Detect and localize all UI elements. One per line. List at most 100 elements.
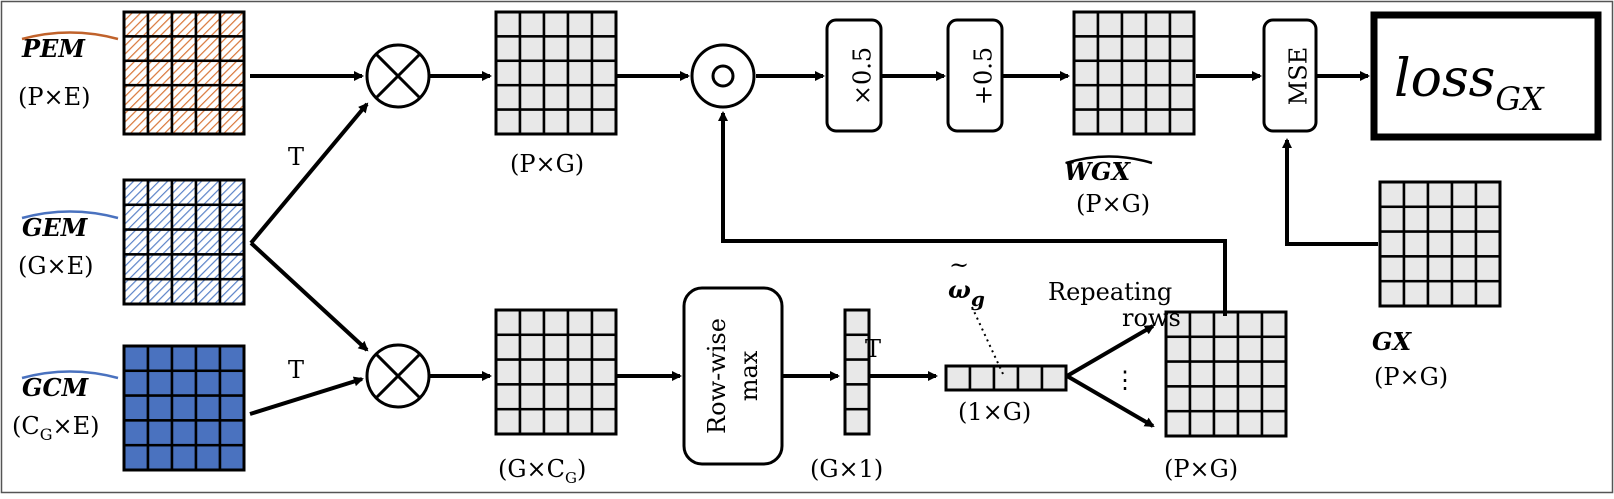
matrix-cell — [194, 344, 222, 373]
matrix-cell — [1260, 385, 1288, 413]
matrix-cell — [1450, 255, 1478, 283]
matrix-cell — [590, 59, 618, 87]
matrix-cell — [218, 83, 246, 111]
matrix-cell — [1212, 385, 1240, 413]
matrix-cell — [590, 383, 618, 411]
matrix-cell — [843, 407, 871, 436]
matrix-cell — [1144, 35, 1172, 63]
matrix-cell — [566, 10, 594, 38]
matrix-cell — [194, 108, 222, 136]
pem-matrix — [122, 10, 246, 136]
pem-name: PEM — [21, 34, 86, 63]
matrix-cell — [494, 10, 522, 38]
gcg-dims-close: ) — [577, 455, 586, 483]
rows-label: rows — [1122, 304, 1181, 332]
matrix-cell — [218, 253, 246, 281]
matrix-cell — [1072, 108, 1100, 136]
matrix-cell — [122, 228, 150, 256]
matrix-cell — [1450, 230, 1478, 258]
matmul-top — [365, 43, 431, 109]
matrix-cell — [170, 369, 198, 397]
scale-box — [825, 18, 883, 133]
matrix-cell — [122, 394, 150, 422]
pem-label: PEM — [21, 34, 86, 63]
matrix-cell — [1378, 205, 1406, 233]
matrix-cell — [494, 83, 522, 111]
matrix-cell — [1188, 310, 1216, 339]
repeating-label: Repeating — [1048, 278, 1172, 306]
hadamard-op — [690, 43, 756, 109]
pg-top-dims: (P×G) — [510, 150, 584, 178]
pg-repeat-dims: (P×G) — [1164, 455, 1238, 483]
one-g-dims: (1×G) — [958, 398, 1031, 426]
scale-label: ×0.5 — [849, 47, 877, 105]
matrix-cell — [1426, 180, 1454, 209]
matrix-cell — [122, 253, 150, 281]
g1-vector — [843, 308, 871, 436]
gem-label: GEM — [22, 213, 89, 242]
matrix-cell — [122, 443, 150, 472]
wgx-dims: (P×G) — [1076, 190, 1150, 218]
transpose-label-row: T — [865, 335, 881, 363]
matrix-cell — [992, 364, 1020, 392]
loss-label: lossGX — [1394, 49, 1545, 118]
omega-pointer — [971, 306, 1004, 375]
matrix-cell — [1426, 205, 1454, 233]
gcm-hat — [21, 370, 119, 380]
loss-base: loss — [1394, 49, 1495, 109]
matrix-cell — [1212, 409, 1240, 438]
matrix-cell — [218, 10, 246, 38]
matrix-cell — [542, 83, 570, 111]
matrix-cell — [494, 59, 522, 87]
matrix-cell — [194, 35, 222, 63]
matrix-cell — [122, 203, 150, 231]
gcm-dims-open: (C — [12, 412, 40, 440]
matrix-cell — [146, 108, 174, 136]
matrix-cell — [518, 10, 546, 38]
matrix-cell — [218, 228, 246, 256]
mse-box — [1262, 18, 1318, 133]
matrix-cell — [1474, 255, 1502, 283]
matrix-cell — [1096, 10, 1124, 38]
matrix-cell — [1402, 180, 1430, 209]
matrix-cell — [1236, 360, 1264, 388]
gcm-dims: (CG×E) — [12, 412, 100, 444]
matrix-cell — [590, 83, 618, 111]
matrix-cell — [1144, 108, 1172, 136]
matrix-cell — [1426, 255, 1454, 283]
matrix-cell — [518, 35, 546, 63]
shift-label: +0.5 — [970, 47, 998, 105]
matrix-cell — [518, 308, 546, 337]
matrix-cell — [146, 443, 174, 472]
matrix-outline — [843, 308, 871, 436]
matrix-cell — [146, 228, 174, 256]
gcg-dims: (G×CG) — [498, 455, 586, 487]
matrix-cell — [1120, 59, 1148, 87]
matrix-outline — [1378, 180, 1502, 308]
matrix-cell — [1072, 10, 1100, 38]
pem-dims: (P×E) — [18, 83, 91, 111]
matrix-cell — [566, 333, 594, 361]
matrix-cell — [218, 394, 246, 422]
matrix-cell — [218, 419, 246, 447]
matrix-outline — [122, 10, 246, 136]
matrix-cell — [146, 394, 174, 422]
arrow-gem-to-mul-top — [249, 102, 369, 245]
matrix-cell — [590, 407, 618, 436]
matrix-cell — [146, 344, 174, 373]
matrix-cell — [194, 253, 222, 281]
gcm-name: GCM — [22, 373, 90, 402]
matrix-cell — [1260, 409, 1288, 438]
wgx-matrix — [1072, 10, 1196, 136]
matrix-cell — [218, 277, 246, 306]
matrix-cell — [146, 59, 174, 87]
matrix-cell — [1120, 10, 1148, 38]
matrix-cell — [1212, 335, 1240, 363]
matrix-cell — [170, 108, 198, 136]
matrix-cell — [1378, 180, 1406, 209]
matrix-cell — [122, 277, 150, 306]
matrix-cell — [494, 108, 522, 136]
g1-dims: (G×1) — [810, 455, 883, 483]
matrix-cell — [218, 35, 246, 63]
